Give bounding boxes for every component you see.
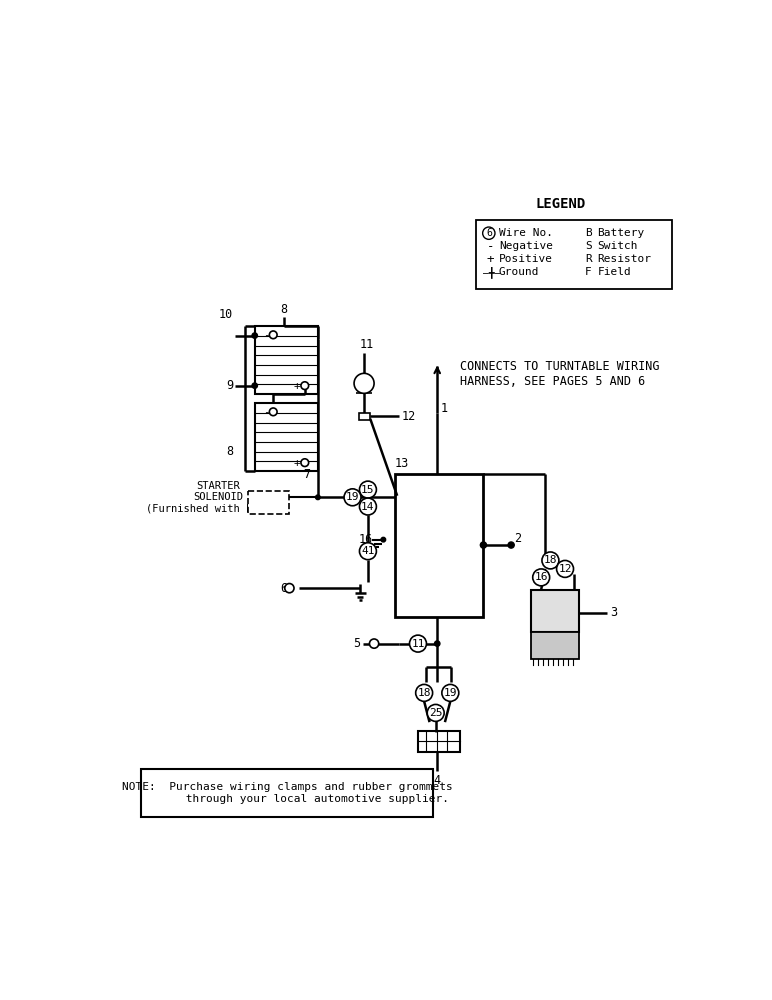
Text: —╋—: —╋— xyxy=(483,267,501,278)
Text: 8: 8 xyxy=(226,445,233,458)
Circle shape xyxy=(360,543,377,560)
Text: 6: 6 xyxy=(486,228,492,238)
Text: -: - xyxy=(263,330,269,340)
Text: CONNECTS TO TURNTABLE WIRING
HARNESS, SEE PAGES 5 AND 6: CONNECTS TO TURNTABLE WIRING HARNESS, SE… xyxy=(460,360,660,388)
Circle shape xyxy=(409,635,426,652)
Bar xyxy=(476,220,672,289)
Text: Resistor: Resistor xyxy=(598,254,652,264)
Text: B: B xyxy=(585,228,592,238)
Text: 15: 15 xyxy=(361,485,374,495)
Text: 2: 2 xyxy=(514,532,521,545)
Bar xyxy=(418,731,460,752)
Text: 11: 11 xyxy=(411,639,425,649)
Text: 18: 18 xyxy=(418,688,431,698)
Circle shape xyxy=(381,537,386,542)
Text: STARTER
SOLENOID
(Furnished with Engine): STARTER SOLENOID (Furnished with Engine) xyxy=(146,481,290,514)
Text: 12: 12 xyxy=(401,410,416,423)
Circle shape xyxy=(269,331,277,339)
Text: -: - xyxy=(263,407,269,417)
Text: Negative: Negative xyxy=(499,241,553,251)
Text: Wire No.: Wire No. xyxy=(499,228,553,238)
Text: 8: 8 xyxy=(280,303,287,316)
Text: +: + xyxy=(486,253,494,266)
Circle shape xyxy=(269,408,277,416)
Text: Positive: Positive xyxy=(499,254,553,264)
Text: 1: 1 xyxy=(441,402,449,415)
Text: 11: 11 xyxy=(359,338,374,351)
Text: LEGEND: LEGEND xyxy=(535,197,585,211)
Text: 25: 25 xyxy=(429,708,442,718)
Bar xyxy=(359,413,371,420)
Text: 14: 14 xyxy=(361,502,374,512)
Text: 7: 7 xyxy=(303,468,310,481)
Bar xyxy=(255,326,318,394)
Text: 19: 19 xyxy=(346,492,359,502)
Circle shape xyxy=(435,641,440,646)
Text: 9: 9 xyxy=(226,379,233,392)
Circle shape xyxy=(252,333,257,338)
Circle shape xyxy=(427,704,444,721)
Text: 12: 12 xyxy=(558,564,572,574)
Circle shape xyxy=(360,481,377,498)
Text: 13: 13 xyxy=(395,457,409,470)
Circle shape xyxy=(301,459,309,467)
Circle shape xyxy=(508,542,514,548)
Circle shape xyxy=(285,584,294,593)
Circle shape xyxy=(316,495,320,500)
Circle shape xyxy=(354,373,374,393)
Circle shape xyxy=(415,684,432,701)
Bar xyxy=(141,769,433,817)
Text: R: R xyxy=(585,254,592,264)
Text: -: - xyxy=(486,240,494,253)
Text: +: + xyxy=(293,381,300,391)
Text: 16: 16 xyxy=(359,533,374,546)
Bar xyxy=(255,403,318,471)
Text: +: + xyxy=(293,458,300,468)
Circle shape xyxy=(360,498,377,515)
Text: 10: 10 xyxy=(219,308,233,321)
Text: 6: 6 xyxy=(281,582,288,595)
Text: 19: 19 xyxy=(444,688,457,698)
Circle shape xyxy=(542,552,559,569)
Text: 4: 4 xyxy=(434,774,441,788)
Text: Ground: Ground xyxy=(499,267,540,277)
Circle shape xyxy=(252,383,257,388)
Circle shape xyxy=(344,489,361,506)
Text: Field: Field xyxy=(598,267,631,277)
Text: 5: 5 xyxy=(353,637,361,650)
Circle shape xyxy=(557,560,574,577)
Text: S: S xyxy=(585,241,592,251)
Circle shape xyxy=(533,569,550,586)
Text: 16: 16 xyxy=(534,572,548,582)
Text: 41: 41 xyxy=(361,546,374,556)
FancyBboxPatch shape xyxy=(248,491,290,514)
Circle shape xyxy=(480,542,486,548)
Circle shape xyxy=(370,639,379,648)
Bar xyxy=(531,590,579,632)
Bar xyxy=(531,632,579,659)
Text: Switch: Switch xyxy=(598,241,638,251)
Text: Battery: Battery xyxy=(598,228,645,238)
Text: 18: 18 xyxy=(543,555,557,565)
Text: 3: 3 xyxy=(610,606,617,619)
Circle shape xyxy=(442,684,459,701)
Text: NOTE:  Purchase wiring clamps and rubber grommets
         through your local au: NOTE: Purchase wiring clamps and rubber … xyxy=(122,782,452,804)
Text: F: F xyxy=(585,267,592,277)
Circle shape xyxy=(301,382,309,390)
Bar xyxy=(395,474,483,617)
